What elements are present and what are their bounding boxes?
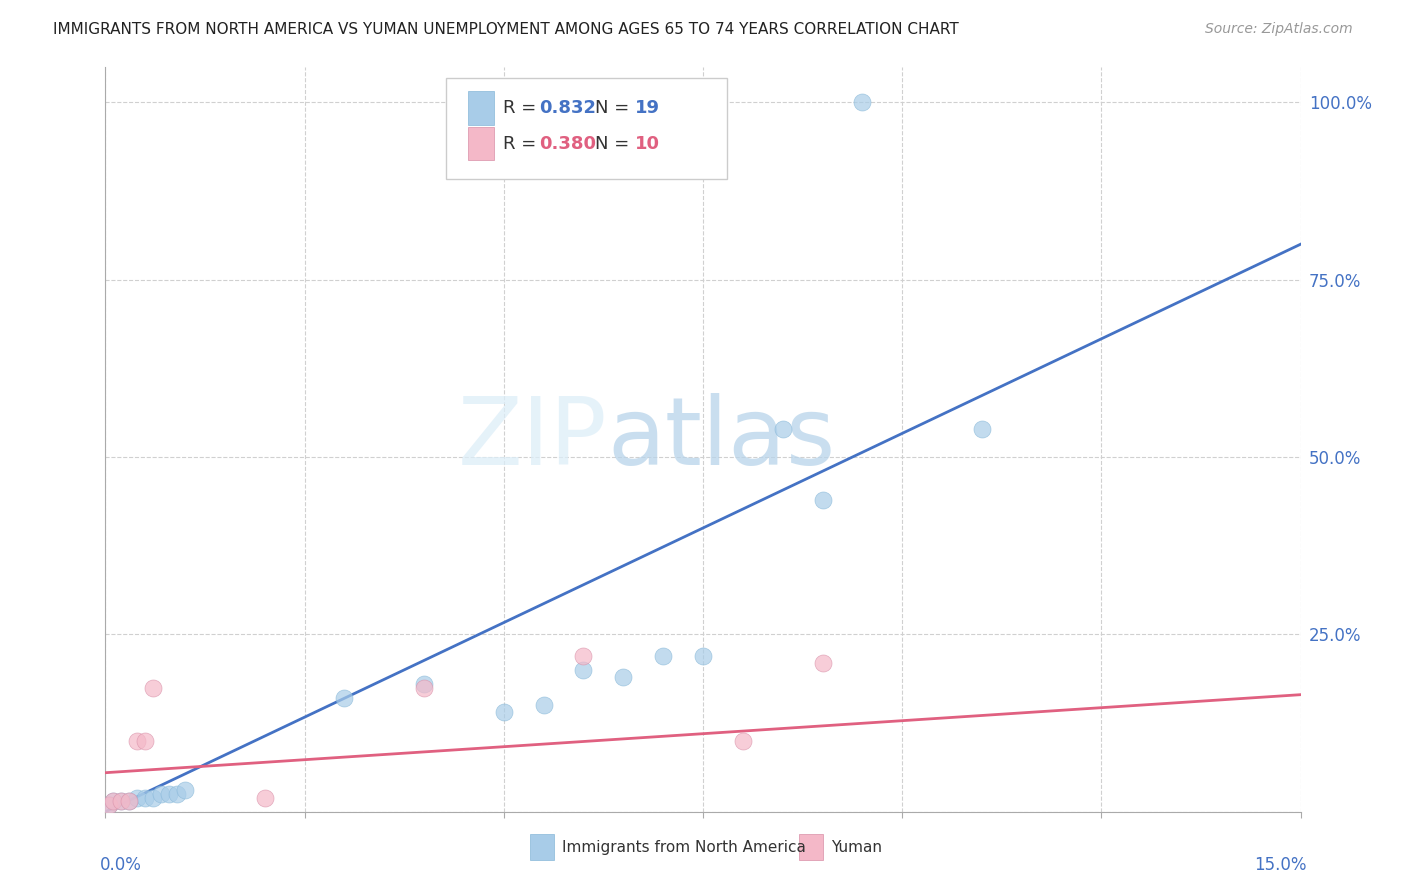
Point [174,783,197,797]
Point [157,787,180,801]
Point [851,95,873,110]
FancyBboxPatch shape [446,78,727,178]
Point [572,663,595,677]
Point [103,794,125,808]
Point [253,790,276,805]
Point [811,656,834,670]
Text: atlas: atlas [607,393,835,485]
Text: Source: ZipAtlas.com: Source: ZipAtlas.com [1205,22,1353,37]
Text: 15.0%: 15.0% [1254,856,1306,874]
Text: ZIP: ZIP [458,393,607,485]
Point [413,677,436,691]
Point [134,790,156,805]
Point [118,794,141,808]
Point [166,787,188,801]
Point [811,492,834,507]
Point [142,681,165,695]
Point [492,706,515,720]
Text: Immigrants from North America: Immigrants from North America [562,839,806,855]
Point [127,790,149,805]
Text: IMMIGRANTS FROM NORTH AMERICA VS YUMAN UNEMPLOYMENT AMONG AGES 65 TO 74 YEARS CO: IMMIGRANTS FROM NORTH AMERICA VS YUMAN U… [53,22,959,37]
Point [110,794,132,808]
Point [98,797,121,812]
Point [533,698,555,713]
Point [118,794,141,808]
Text: Yuman: Yuman [831,839,882,855]
Point [572,648,595,663]
Text: 10: 10 [636,135,659,153]
Point [142,790,165,805]
Point [333,691,356,706]
Text: 0.0%: 0.0% [100,856,142,874]
Point [98,797,121,812]
Text: 0.832: 0.832 [540,99,596,117]
Text: 19: 19 [636,99,659,117]
Point [110,794,132,808]
Text: 0.380: 0.380 [540,135,596,153]
Point [103,794,125,808]
Point [970,422,993,436]
Point [134,733,156,747]
FancyBboxPatch shape [799,834,823,860]
FancyBboxPatch shape [530,834,554,860]
Text: N =: N = [596,135,636,153]
Text: R =: R = [503,135,543,153]
FancyBboxPatch shape [468,91,494,125]
Point [652,648,675,663]
Point [731,733,754,747]
Point [150,787,173,801]
Point [692,648,714,663]
Point [413,681,436,695]
Text: R =: R = [503,99,543,117]
Point [612,670,634,684]
Text: N =: N = [596,99,636,117]
Point [772,422,794,436]
FancyBboxPatch shape [468,127,494,161]
Point [127,733,149,747]
